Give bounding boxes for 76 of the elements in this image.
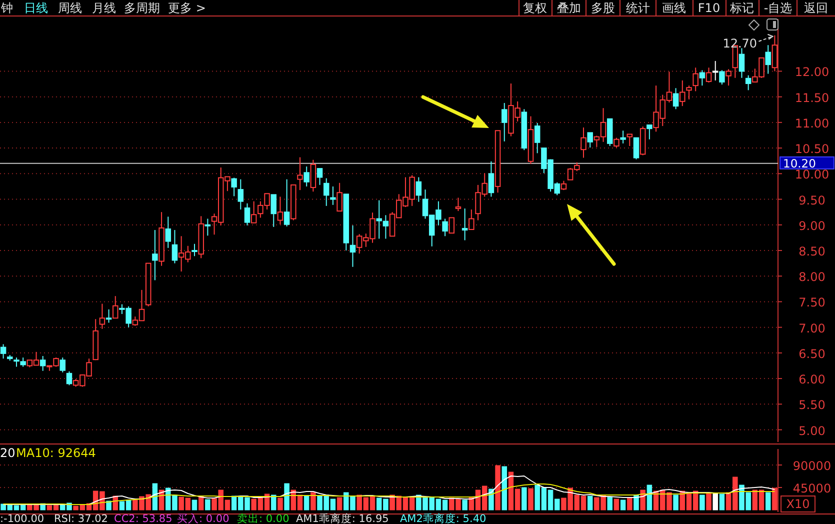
bar bbox=[772, 488, 778, 510]
text: RSI: 37.02 bbox=[54, 513, 108, 524]
text: 复权 bbox=[523, 1, 547, 15]
bar bbox=[488, 488, 494, 510]
bar bbox=[719, 494, 725, 510]
y-tick-label: 7.00 bbox=[798, 321, 826, 336]
bar bbox=[673, 494, 678, 510]
text: 标记 bbox=[729, 1, 754, 15]
text: 钟 bbox=[0, 1, 13, 15]
y-tick-label: 11.00 bbox=[794, 116, 830, 130]
y-tick-label: 6.50 bbox=[798, 346, 826, 361]
text: AM1乖离度: 16.95 bbox=[296, 512, 389, 524]
annotation: 12.70 bbox=[722, 36, 758, 50]
y-tick-label: 7.50 bbox=[798, 296, 826, 310]
text: CC2: 53.85 bbox=[114, 513, 172, 524]
bar bbox=[310, 492, 316, 510]
text: 更多 > bbox=[168, 1, 206, 15]
bar bbox=[336, 497, 342, 510]
bar bbox=[152, 483, 158, 510]
bar bbox=[587, 496, 593, 510]
y-tick-label: 5.50 bbox=[798, 398, 826, 412]
text: 卖出: 0.00 bbox=[237, 512, 290, 524]
bar bbox=[706, 492, 712, 510]
y-tick-label: 45000 bbox=[792, 482, 832, 496]
bar bbox=[198, 496, 204, 510]
annotation: MA10: 92644 bbox=[16, 446, 96, 460]
y-tick-label: 10.50 bbox=[794, 142, 830, 156]
text: AM2乖离度: 5.40 bbox=[400, 512, 486, 524]
y-tick-label: 90000 bbox=[792, 459, 832, 473]
y-tick-label: 12.00 bbox=[794, 65, 830, 80]
y-tick-label: 8.00 bbox=[798, 270, 826, 284]
bar bbox=[607, 496, 612, 510]
bar bbox=[304, 496, 310, 510]
bar bbox=[270, 494, 276, 510]
y-tick-label: 11.50 bbox=[794, 90, 830, 105]
bar bbox=[646, 484, 652, 510]
bar bbox=[278, 498, 283, 510]
bar bbox=[192, 500, 198, 510]
bar bbox=[765, 492, 771, 510]
y-tick-label: 6.00 bbox=[798, 372, 826, 387]
text: 返回 bbox=[804, 1, 828, 15]
y-tick-label: 10.00 bbox=[794, 168, 830, 182]
text: 买入: 0.00 bbox=[177, 512, 230, 524]
text: 画线 bbox=[662, 1, 686, 15]
bar bbox=[462, 500, 468, 510]
text: 统计 bbox=[626, 1, 650, 15]
bar bbox=[712, 493, 718, 510]
bar bbox=[640, 490, 646, 510]
ref-line-label: 10.20 bbox=[783, 156, 816, 170]
text: 多周期 bbox=[124, 1, 160, 15]
bar bbox=[700, 494, 705, 510]
annotation: 20 bbox=[0, 446, 16, 460]
text: X10 bbox=[786, 497, 810, 511]
bar bbox=[522, 487, 527, 510]
y-tick-label: 9.50 bbox=[798, 193, 826, 208]
bar bbox=[614, 498, 620, 510]
text: 日线 bbox=[24, 1, 48, 15]
text: 月线 bbox=[92, 1, 116, 15]
bar bbox=[634, 494, 639, 510]
text: F10 bbox=[698, 1, 720, 15]
bar bbox=[205, 499, 210, 510]
y-tick-label: 9.00 bbox=[798, 218, 826, 233]
text: 多股 bbox=[591, 1, 615, 15]
bar bbox=[284, 483, 290, 510]
bar bbox=[627, 497, 632, 510]
bar bbox=[528, 488, 534, 510]
text: -自选 bbox=[764, 1, 792, 15]
text: 周线 bbox=[58, 1, 82, 15]
bar bbox=[495, 465, 500, 510]
bar bbox=[502, 466, 508, 510]
y-tick-label: 8.50 bbox=[798, 244, 826, 258]
bar bbox=[620, 500, 626, 510]
text: 叠加 bbox=[557, 1, 581, 15]
y-tick-label: 5.00 bbox=[798, 424, 826, 438]
text: :-100.00 bbox=[0, 513, 44, 524]
line-series bbox=[2, 484, 776, 505]
